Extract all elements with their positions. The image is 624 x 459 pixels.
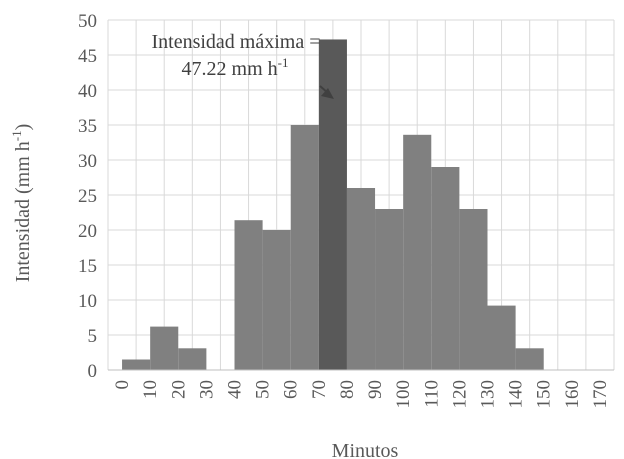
x-tick-label: 120	[449, 380, 470, 409]
bar	[290, 125, 319, 370]
annotation-superscript: -1	[278, 55, 289, 70]
y-tick-label: 35	[78, 116, 97, 137]
x-tick-label: 150	[534, 380, 555, 409]
y-tick-label: 20	[78, 221, 97, 242]
y-tick-label: 25	[78, 186, 97, 207]
bar	[178, 348, 207, 370]
y-tick-label: 10	[78, 291, 97, 312]
y-tick-label: 50	[78, 11, 97, 32]
x-tick-label: 140	[506, 380, 527, 409]
annotation-line-2: 47.22 mm h-1	[182, 55, 289, 80]
y-tick-label: 0	[88, 361, 98, 382]
y-tick-labels: 0 5 10 15 20 25 30 35 40 45 50	[78, 11, 97, 382]
x-tick-label: 70	[309, 380, 330, 399]
x-tick-labels: 0 10 20 30 40 50 60 70 80 90 100 110 120 130 140 150 160…	[112, 380, 611, 409]
bar	[487, 305, 516, 370]
bar	[234, 220, 263, 370]
bar	[122, 359, 151, 370]
y-tick-label: 40	[78, 81, 97, 102]
x-tick-label: 30	[196, 380, 217, 399]
bar	[375, 209, 404, 370]
y-axis-title-end: )	[12, 124, 34, 131]
x-tick-label: 90	[365, 380, 386, 399]
x-tick-label: 20	[168, 380, 189, 399]
x-tick-label: 0	[112, 380, 133, 390]
bar	[515, 348, 544, 370]
bar	[262, 230, 291, 370]
bar	[346, 188, 376, 370]
y-tick-label: 15	[78, 256, 97, 277]
x-tick-label: 10	[140, 380, 161, 399]
x-tick-label: 40	[225, 380, 246, 399]
bar	[431, 167, 460, 370]
bar	[459, 209, 488, 370]
y-tick-label: 30	[78, 151, 97, 172]
y-axis-title: Intensidad (mm h-1)	[9, 124, 34, 283]
x-tick-label: 130	[478, 380, 499, 409]
x-tick-label: 80	[337, 380, 358, 399]
x-tick-label: 60	[281, 380, 302, 399]
x-tick-label: 50	[253, 380, 274, 399]
x-tick-label: 160	[562, 380, 583, 409]
x-tick-label: 110	[421, 380, 442, 408]
x-axis-title: Minutos	[332, 440, 399, 459]
y-tick-label: 5	[88, 326, 98, 347]
annotation-line-1: Intensidad máxima =	[151, 31, 320, 53]
x-tick-label: 170	[590, 380, 611, 409]
bar	[150, 326, 179, 370]
annotation-value: 47.22 mm h	[182, 58, 278, 80]
bar	[403, 134, 432, 370]
bars	[122, 39, 544, 371]
y-axis-title-main: Intensidad (mm h	[12, 141, 34, 282]
y-axis-title-superscript: -1	[9, 130, 24, 141]
annotation-arrow	[319, 85, 334, 99]
y-tick-label: 45	[78, 46, 97, 67]
x-tick-label: 100	[393, 380, 414, 409]
